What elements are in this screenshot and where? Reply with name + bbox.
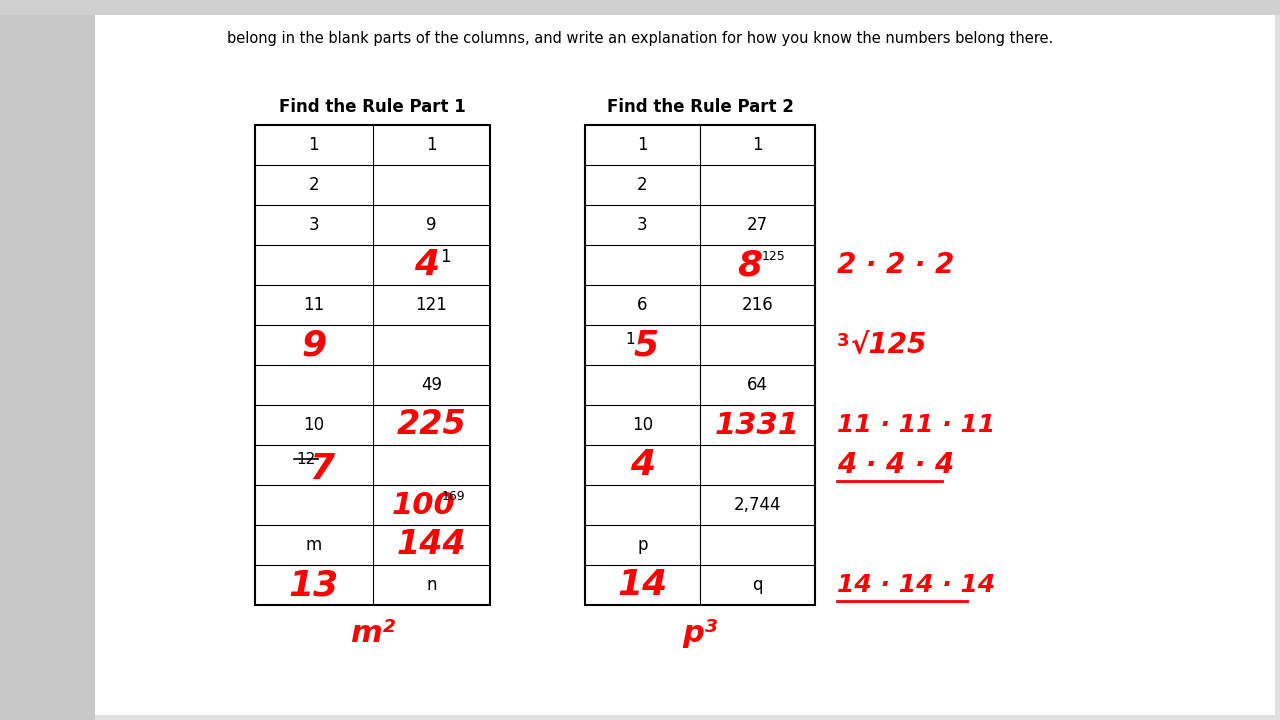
Text: 10: 10 (303, 416, 324, 434)
Text: 1: 1 (753, 136, 763, 154)
Text: 13: 13 (288, 568, 339, 602)
Text: 1: 1 (637, 136, 648, 154)
Text: 125: 125 (762, 251, 786, 264)
Text: 27: 27 (748, 216, 768, 234)
Text: 1: 1 (626, 331, 635, 346)
Text: 9: 9 (301, 328, 326, 362)
Text: 2,744: 2,744 (733, 496, 781, 514)
Text: 10: 10 (632, 416, 653, 434)
Text: 4 · 4 · 4: 4 · 4 · 4 (837, 451, 955, 479)
Text: 169: 169 (442, 490, 465, 503)
Text: 144: 144 (397, 528, 466, 562)
Text: √125: √125 (851, 331, 927, 359)
Text: 14 · 14 · 14: 14 · 14 · 14 (837, 573, 996, 597)
Text: 8: 8 (737, 248, 762, 282)
Text: m: m (306, 536, 321, 554)
Text: 4: 4 (413, 248, 439, 282)
Text: Find the Rule Part 2: Find the Rule Part 2 (607, 98, 794, 116)
Text: 64: 64 (748, 376, 768, 394)
Text: 1: 1 (426, 136, 436, 154)
Text: belong in the blank parts of the columns, and write an explanation for how you k: belong in the blank parts of the columns… (227, 30, 1053, 45)
Text: 4: 4 (630, 448, 655, 482)
Bar (0, 0, 1280, 15)
Text: 49: 49 (421, 376, 442, 394)
Text: q: q (753, 576, 763, 594)
Text: 6: 6 (637, 296, 648, 314)
Bar (0, 0, 95, 720)
Bar (585, 125, 815, 605)
Text: 2: 2 (308, 176, 319, 194)
Text: 11 · 11 · 11: 11 · 11 · 11 (837, 413, 996, 437)
Text: p³: p³ (682, 618, 718, 647)
Text: 3: 3 (637, 216, 648, 234)
Text: 1: 1 (440, 248, 451, 266)
Text: p: p (637, 536, 648, 554)
Text: 7: 7 (310, 452, 334, 486)
Text: 9: 9 (426, 216, 436, 234)
Text: 225: 225 (397, 408, 466, 441)
Bar (255, 125, 490, 605)
Text: 1: 1 (308, 136, 319, 154)
Text: 12: 12 (296, 451, 315, 467)
Text: 100: 100 (392, 490, 456, 520)
Text: 11: 11 (303, 296, 324, 314)
Text: 1331: 1331 (716, 410, 800, 439)
Text: 216: 216 (741, 296, 773, 314)
Text: m²: m² (349, 618, 396, 647)
Text: 14: 14 (617, 568, 668, 602)
Text: 121: 121 (415, 296, 447, 314)
Text: 2: 2 (637, 176, 648, 194)
Text: 2 · 2 · 2: 2 · 2 · 2 (837, 251, 955, 279)
Text: n: n (426, 576, 436, 594)
Text: Find the Rule Part 1: Find the Rule Part 1 (279, 98, 466, 116)
Text: 3: 3 (837, 332, 850, 350)
Text: 3: 3 (308, 216, 319, 234)
Text: 5: 5 (634, 328, 659, 362)
